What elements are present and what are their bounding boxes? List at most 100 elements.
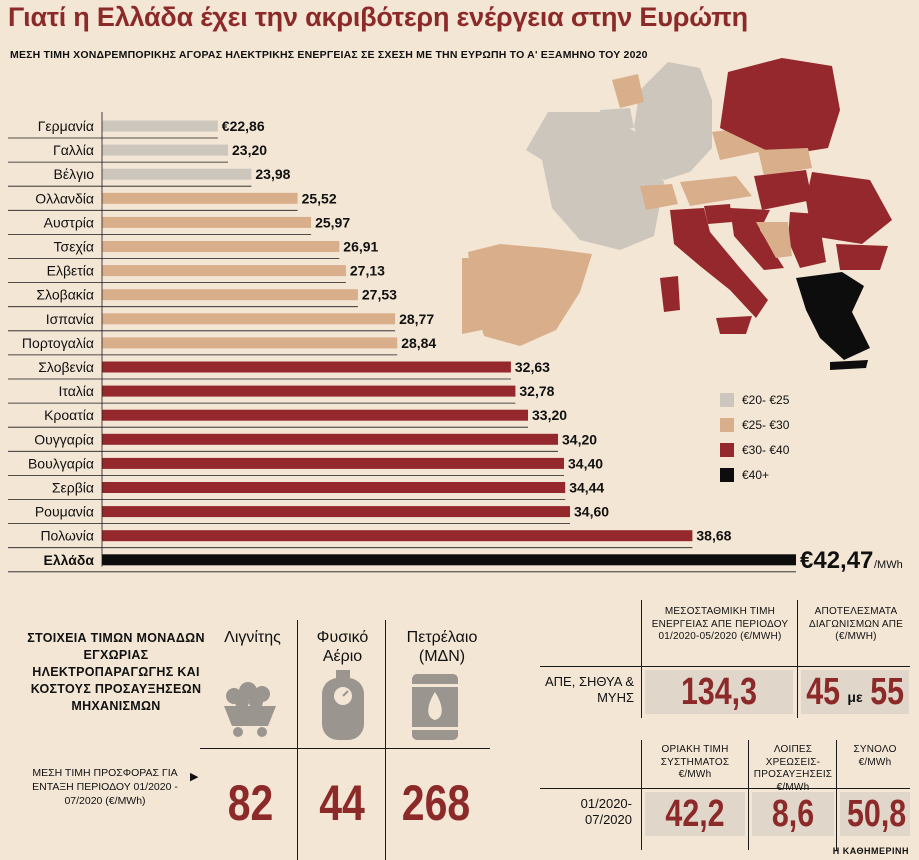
category-label: Ρουμανία <box>35 504 94 520</box>
bar <box>102 192 298 204</box>
value-label: 27,13 <box>350 263 385 279</box>
bar <box>102 241 340 252</box>
category-label: Ελβετία <box>47 263 94 279</box>
value-oil: 268 <box>401 775 471 831</box>
legend-label: €40+ <box>742 468 770 482</box>
category-label: Βέλγιο <box>54 166 95 182</box>
map-region-portugal <box>462 258 482 334</box>
bottom-heading: ΣΤΟΙΧΕΙΑ ΤΙΜΩΝ ΜΟΝΑΔΩΝ ΕΓΧΩΡΙΑΣ ΗΛΕΚΤΡΟΠ… <box>27 631 205 713</box>
divider <box>748 740 749 850</box>
value-label: 26,91 <box>343 239 378 255</box>
category-label: Σερβία <box>52 480 94 496</box>
res-col1-head: ΜΕΣΟΣΤΑΘΜΙΚΗ ΤΙΜΗ ΕΝΕΡΓΕΙΑΣ ΑΠΕ ΠΕΡΙΟΔΟΥ… <box>651 606 789 642</box>
fuel-name-oil: Πετρέλαιο (ΜΔΝ) <box>406 629 478 665</box>
value-label: 27,53 <box>362 287 397 303</box>
map-region-germany <box>634 62 712 180</box>
value-label: 32,78 <box>519 383 554 399</box>
value-label: 38,68 <box>696 528 731 544</box>
page-title: Γιατί η Ελλάδα έχει την ακριβότερη ενέργ… <box>8 2 748 32</box>
offer-label: ΜΕΣΗ ΤΙΜΗ ΠΡΟΣΦΟΡΑΣ ΓΙΑ ΕΝΤΑΞΗ ΠΕΡΙΟΔΟΥ … <box>32 767 178 807</box>
res-value-2: 45 με 55 <box>801 670 909 714</box>
res-value-2-mid: με <box>847 689 863 705</box>
map-region-romania <box>806 172 892 244</box>
res-cell-2 <box>801 670 909 714</box>
category-label: Πολωνία <box>40 528 94 544</box>
bar <box>102 216 312 228</box>
legend-swatch <box>720 393 734 407</box>
map-region-italy <box>670 208 768 318</box>
divider <box>200 748 490 749</box>
sys-cell-1 <box>645 792 745 836</box>
legend-label: €25- €30 <box>742 418 790 432</box>
bar <box>102 361 511 373</box>
sys-col2-head: ΛΟΙΠΕΣ ΧΡΕΩΣΕΙΣ- ΠΡΟΣΑΥΞΗΣΕΙΣ €/MWh <box>753 744 833 793</box>
value-label: €42,47 <box>800 547 873 574</box>
divider <box>836 740 837 850</box>
bar <box>102 144 228 156</box>
map-region-slovakia <box>758 148 812 176</box>
category-label: Ισπανία <box>46 311 94 327</box>
value-label: 28,77 <box>399 311 434 327</box>
divider <box>641 740 642 850</box>
bar <box>102 409 528 421</box>
category-label: Τσεχία <box>54 239 94 255</box>
value-label: €22,86 <box>222 118 265 134</box>
map-region-spain <box>468 244 592 346</box>
divider <box>641 600 642 718</box>
sys-value-3: 50,8 <box>847 793 907 835</box>
bar <box>102 337 398 349</box>
category-label: Βουλγαρία <box>28 455 94 471</box>
bar <box>102 506 570 518</box>
map-region-switzerland <box>640 184 678 210</box>
res-value-1: 134,3 <box>680 671 758 713</box>
category-label: Ιταλία <box>58 383 94 399</box>
res-row-label: ΑΠΕ, ΣΗΘΥΑ & ΜΥΗΣ <box>544 674 634 705</box>
map-region-netherlands <box>612 74 644 108</box>
divider <box>540 788 910 789</box>
map-region-austria <box>680 176 752 206</box>
category-label: Κροατία <box>44 407 94 423</box>
map-region-sicily <box>716 316 752 334</box>
category-label: Πορτογαλία <box>22 335 94 351</box>
bar <box>102 120 218 132</box>
sys-col3-head: ΣΥΝΟΛΟ €/MWh <box>853 744 897 768</box>
map-region-slovenia <box>704 204 732 224</box>
bottom-panel: ΣΤΟΙΧΕΙΑ ΤΙΜΩΝ ΜΟΝΑΔΩΝ ΕΓΧΩΡΙΑΣ ΗΛΕΚΤΡΟΠ… <box>0 590 919 860</box>
category-label: Σλοβακία <box>36 287 94 303</box>
value-label: 23,98 <box>255 166 290 182</box>
map-region-bosnia <box>756 222 792 258</box>
legend-swatch <box>720 468 734 482</box>
value-gas: 44 <box>319 775 365 831</box>
legend-item-40-plus: €40+ <box>720 468 769 482</box>
res-value-2b: 55 <box>869 670 904 713</box>
fuel-name-lignite: Λιγνίτης <box>224 629 281 646</box>
map-region-poland <box>720 58 840 156</box>
res-value-2a: 45 <box>806 670 841 713</box>
value-label: 34,40 <box>568 455 603 471</box>
value-label: 23,20 <box>232 142 267 158</box>
category-label: Γαλλία <box>53 142 94 158</box>
divider <box>385 620 386 860</box>
res-col2-head: ΑΠΟΤΕΛΕΣΜΑΤΑ ΔΙΑΓΩΝΙΣΜΩΝ ΑΠΕ (€/MWH) <box>808 606 904 642</box>
oil-barrel-icon <box>412 674 458 740</box>
legend-label: €30- €40 <box>742 443 790 457</box>
category-label: Αυστρία <box>44 214 94 230</box>
sys-cell-3 <box>840 792 910 836</box>
legend-item-25-30: €25- €30 <box>720 418 789 432</box>
map-region-bulgaria <box>836 244 888 270</box>
legend-item-30-40: €30- €40 <box>720 443 789 457</box>
bar <box>102 289 358 301</box>
value-label: 25,52 <box>302 190 337 206</box>
category-label: Γερμανία <box>38 118 94 134</box>
source-credit: Η ΚΑΘΗΜΕΡΙΝΗ <box>832 846 909 856</box>
bar <box>102 554 796 566</box>
bar <box>102 482 566 493</box>
bar-chart: Γερμανία €22,86 Γαλλία 23,20 Βέλγιο 23,98 Ολλα… <box>8 58 903 574</box>
chart-subtitle: ΜΕΣΗ ΤΙΜΗ ΧΟΝΔΡΕΜΠΟΡΙΚΗΣ ΑΓΟΡΑΣ ΗΛΕΚΤΡΙΚ… <box>10 49 648 61</box>
divider <box>797 600 798 718</box>
legend-label: €20- €25 <box>742 393 790 407</box>
map-region-crete <box>830 360 868 370</box>
bar <box>102 313 396 325</box>
divider <box>540 666 910 667</box>
value-label: 34,60 <box>574 504 609 520</box>
